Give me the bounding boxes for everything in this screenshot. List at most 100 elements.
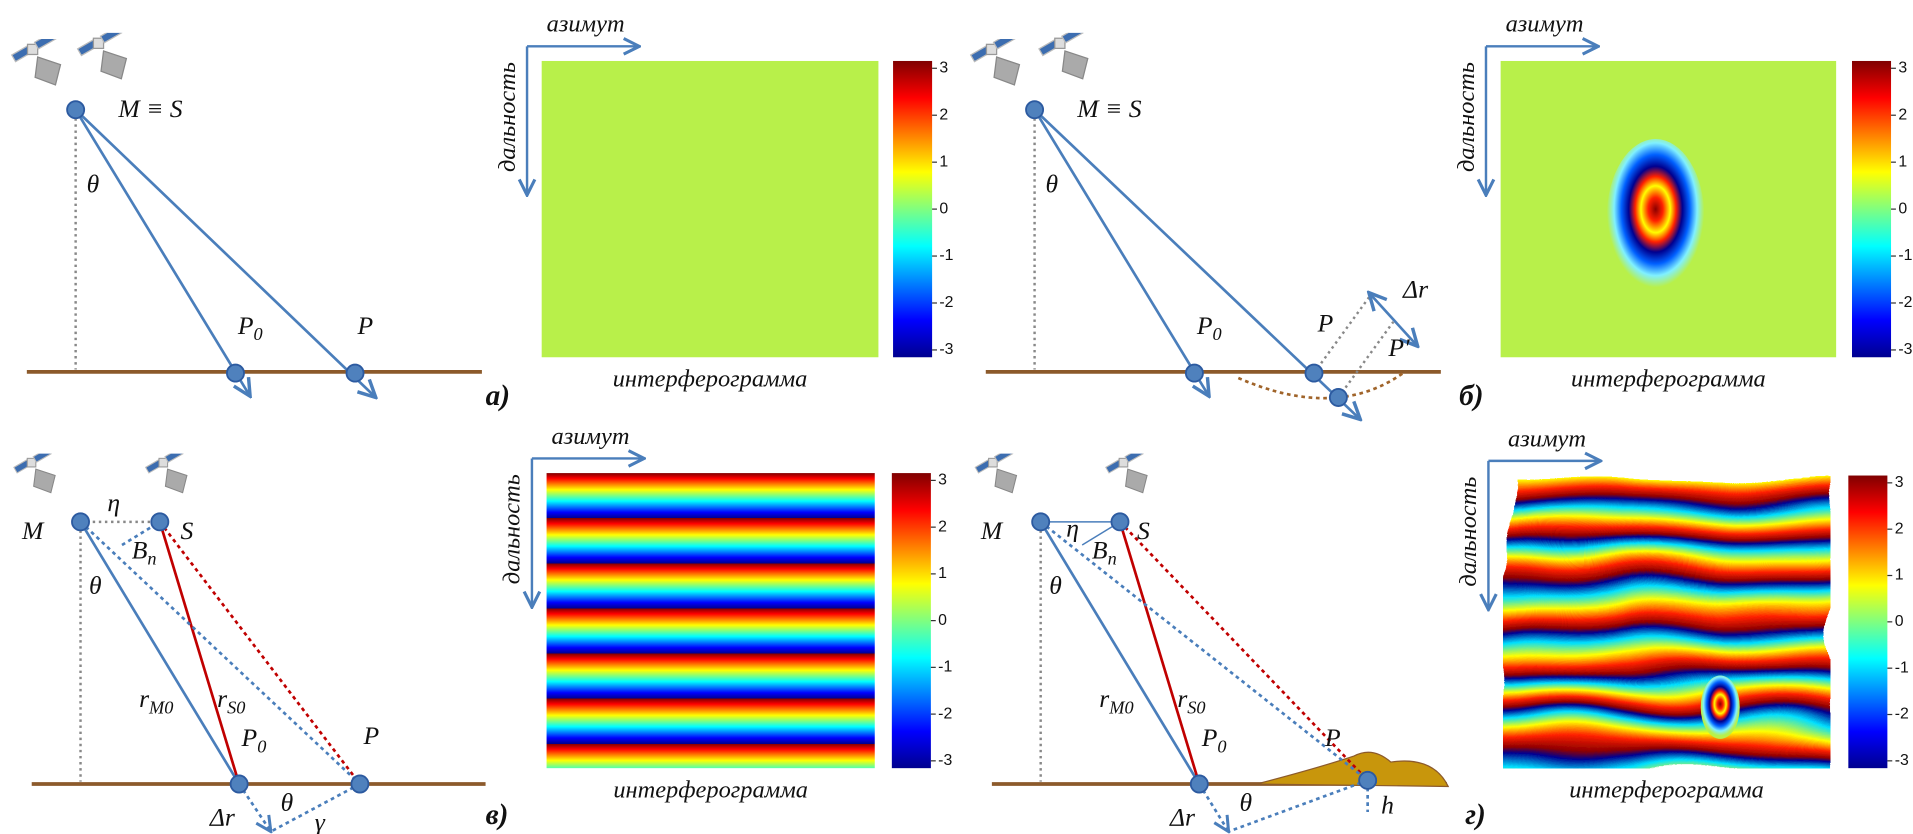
colorbar-tick-label: 3 xyxy=(1898,59,1907,76)
label-sub: 0 xyxy=(254,324,263,344)
label-base: B xyxy=(132,535,148,564)
azimuth-label: азимут xyxy=(1508,425,1586,452)
beam xyxy=(1120,522,1199,784)
colorbar-tick-label: 0 xyxy=(1898,200,1907,217)
point xyxy=(231,775,248,792)
range-label: дальность xyxy=(1453,62,1480,172)
label-sub: S0 xyxy=(1187,697,1205,717)
satellite xyxy=(971,32,1020,85)
label-sub: S0 xyxy=(227,697,245,717)
colorbar-tick-label: 2 xyxy=(1898,106,1907,123)
label-sub: 0 xyxy=(1213,324,1222,344)
label: Bn xyxy=(132,535,157,568)
point xyxy=(1191,775,1208,792)
label-base: B xyxy=(1092,535,1108,564)
point xyxy=(1186,365,1203,382)
colorbar-tick-label: -2 xyxy=(1898,294,1912,311)
label: M xyxy=(980,516,1004,545)
colorbar-tick-label: 0 xyxy=(939,200,948,217)
interferogram xyxy=(1503,476,1830,769)
point xyxy=(227,365,244,382)
satellite xyxy=(14,448,55,493)
point xyxy=(67,101,84,118)
colorbar-tick-label: -3 xyxy=(938,752,952,769)
label: θ xyxy=(1049,571,1062,600)
point xyxy=(346,365,363,382)
label: S xyxy=(181,516,194,545)
beam xyxy=(160,522,239,784)
range-label: дальность xyxy=(499,474,526,584)
label: θ xyxy=(89,571,102,600)
colorbar-tick-label: -3 xyxy=(1898,341,1912,358)
point xyxy=(1026,101,1043,118)
label-base: P xyxy=(1196,311,1213,340)
colorbar-tick-label: -1 xyxy=(938,659,952,676)
label: P0 xyxy=(1196,311,1222,344)
point xyxy=(1305,365,1322,382)
point xyxy=(1032,513,1049,530)
panel-letter: б) xyxy=(1459,380,1483,412)
colorbar-tick-label: 1 xyxy=(939,153,948,170)
label: θ xyxy=(1046,170,1059,199)
point xyxy=(1111,513,1128,530)
fringe-bump xyxy=(1701,675,1740,738)
label: M ≡ S xyxy=(117,94,182,123)
satellite xyxy=(1039,26,1088,79)
satellite xyxy=(975,448,1016,493)
point xyxy=(151,513,168,530)
panel-letter: г) xyxy=(1465,799,1486,831)
caption: интерферограмма xyxy=(1569,776,1764,803)
label: P′ xyxy=(1387,333,1410,362)
colorbar xyxy=(1852,61,1891,357)
figure: M ≡ S θ P0 P а) M ≡ S θ P0 P Δr P′ б) M … xyxy=(0,0,1913,834)
label: rS0 xyxy=(217,684,245,717)
colorbar-tick-label: -1 xyxy=(1898,247,1912,264)
point xyxy=(72,513,89,530)
label: Δr xyxy=(1402,275,1429,304)
label-sub: 0 xyxy=(257,736,266,756)
interferogram xyxy=(542,61,879,357)
beam xyxy=(81,522,360,784)
panel-letter: а) xyxy=(486,380,510,412)
satellite xyxy=(12,32,61,85)
label: Δr xyxy=(1169,802,1196,831)
label-base: P xyxy=(237,311,254,340)
colorbar xyxy=(892,473,931,768)
colorbar-tick-label: -2 xyxy=(938,705,952,722)
beam xyxy=(81,522,240,784)
label: P xyxy=(1317,309,1334,338)
colorbar-tick-label: -2 xyxy=(1895,706,1909,723)
colorbar-tick-label: 2 xyxy=(938,518,947,535)
colorbar-tick-label: 1 xyxy=(1895,567,1904,584)
label-sub: M0 xyxy=(148,697,173,717)
label: rS0 xyxy=(1177,684,1205,717)
label-sub: M0 xyxy=(1108,697,1133,717)
range-label: дальность xyxy=(1455,477,1482,587)
fringes xyxy=(1503,476,1830,769)
label: M xyxy=(21,516,45,545)
colorbar-tick-label: 3 xyxy=(939,59,948,76)
label-base: P xyxy=(1201,723,1218,752)
label: M ≡ S xyxy=(1076,94,1141,123)
label: h xyxy=(1381,790,1394,819)
label-sub: 0 xyxy=(1217,736,1226,756)
panel-letter: в) xyxy=(486,799,509,831)
colorbar-tick-label: 3 xyxy=(1895,474,1904,491)
label: θ xyxy=(87,170,100,199)
point xyxy=(351,775,368,792)
label: θ xyxy=(1240,788,1253,817)
label: θ xyxy=(281,788,294,817)
range-label: дальность xyxy=(494,62,521,172)
label: P0 xyxy=(237,311,263,344)
point xyxy=(1330,389,1347,406)
colorbar-tick-label: 0 xyxy=(938,612,947,629)
interferogram xyxy=(547,473,875,768)
point xyxy=(1359,772,1376,789)
caption: интерферограмма xyxy=(613,776,808,803)
colorbar-tick-label: 1 xyxy=(1898,153,1907,170)
colorbar-tick-label: 0 xyxy=(1895,613,1904,630)
colorbar-tick-label: -1 xyxy=(939,247,953,264)
label-base: P xyxy=(241,723,258,752)
label: P0 xyxy=(241,723,267,756)
label: Δr xyxy=(209,802,236,831)
